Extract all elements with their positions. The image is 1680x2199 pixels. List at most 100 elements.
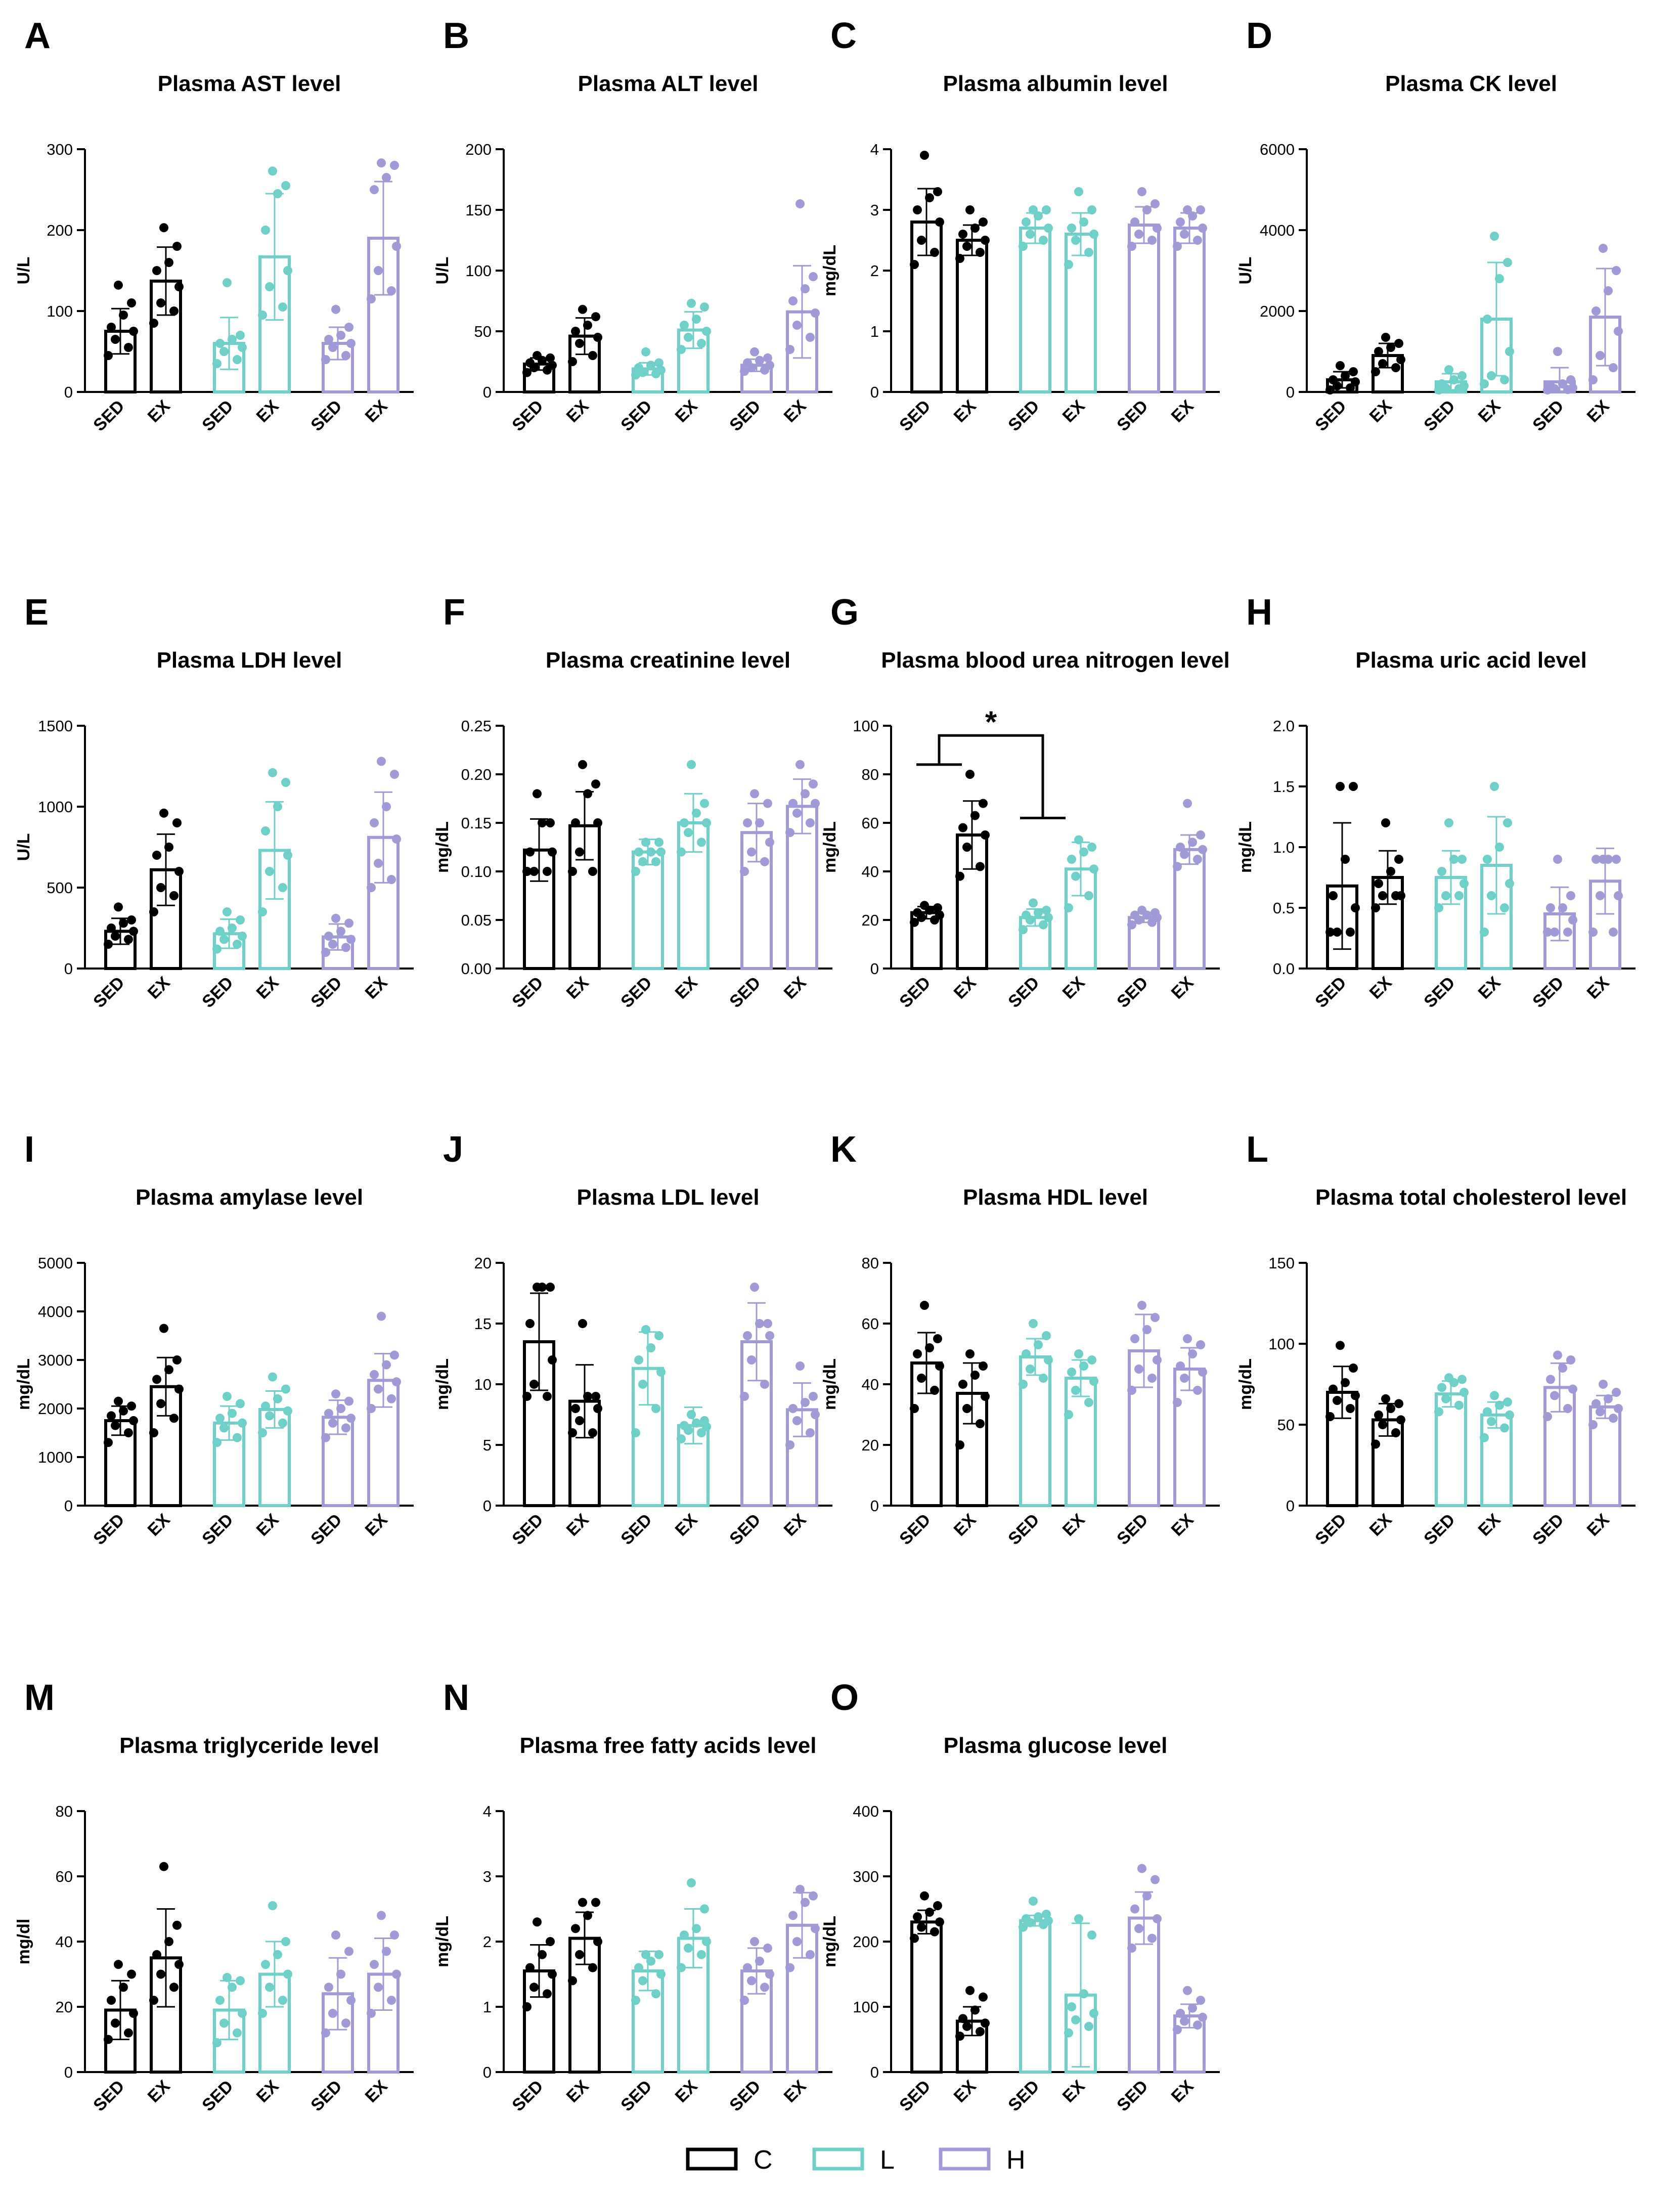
data-point	[591, 1898, 600, 1907]
y-tick-label: 50	[1277, 1416, 1295, 1434]
data-point	[680, 321, 689, 330]
data-point	[324, 1409, 333, 1418]
x-tick-label: SED	[307, 397, 345, 435]
data-point	[976, 1419, 985, 1428]
data-point	[920, 901, 929, 910]
data-point	[129, 2008, 138, 2018]
data-point	[219, 2018, 229, 2028]
data-point	[1437, 1383, 1446, 1392]
data-point	[806, 1950, 815, 1959]
data-point	[1490, 1391, 1499, 1400]
x-tick-label: EX	[1583, 973, 1613, 1003]
panel-L: L Plasma total cholesterol level 0 50 100 150…	[1236, 1129, 1635, 1549]
data-point	[755, 1319, 764, 1328]
y-axis-label: U/L	[14, 833, 33, 861]
data-point	[219, 347, 229, 356]
data-point	[1084, 2021, 1093, 2031]
data-point	[1127, 242, 1136, 251]
data-point	[114, 902, 123, 912]
data-point	[127, 915, 136, 925]
y-axis-label: U/L	[1236, 257, 1255, 285]
data-point	[641, 1325, 650, 1334]
data-point	[1487, 891, 1496, 900]
data-point	[631, 867, 640, 876]
data-point	[324, 932, 333, 941]
data-point	[1198, 845, 1207, 854]
data-point	[111, 2018, 120, 2028]
data-point	[801, 1898, 810, 1907]
data-point	[172, 1355, 182, 1365]
data-point	[174, 282, 184, 291]
data-point	[1480, 379, 1489, 388]
data-point	[1558, 1364, 1567, 1373]
panel-B: B Plasma ALT level 0 50 100 150 200 U/L SED EX SED…	[433, 16, 832, 435]
data-point	[1599, 855, 1608, 864]
data-point	[1022, 1349, 1031, 1358]
data-point	[981, 1392, 990, 1401]
data-point	[646, 361, 655, 370]
data-point	[677, 1434, 686, 1443]
data-point	[258, 1428, 267, 1437]
data-point	[917, 236, 926, 245]
data-point	[792, 1937, 802, 1946]
data-point	[324, 1983, 333, 1992]
data-point	[538, 1950, 547, 1959]
data-point	[591, 1392, 600, 1401]
data-point	[324, 335, 333, 344]
data-point	[1546, 1375, 1555, 1384]
data-point	[1349, 1364, 1358, 1373]
data-point	[1441, 1394, 1450, 1403]
data-point	[1449, 375, 1458, 384]
data-point	[1553, 347, 1562, 356]
data-point	[1064, 2028, 1073, 2038]
data-point	[1495, 274, 1504, 283]
x-tick-label: SED	[726, 1510, 764, 1549]
data-point	[1543, 928, 1552, 937]
y-tick-label: 200	[853, 1933, 879, 1951]
data-point	[1480, 1433, 1489, 1442]
data-point	[1500, 1423, 1509, 1433]
data-point	[278, 883, 287, 892]
data-point	[634, 1963, 643, 1972]
data-point	[104, 351, 113, 360]
data-point	[119, 918, 128, 928]
data-point	[1374, 1410, 1383, 1420]
x-tick-label: EX	[1366, 397, 1396, 426]
y-axis-label: mg/dL	[1236, 821, 1255, 873]
data-point	[1044, 1355, 1053, 1365]
data-point	[1134, 1924, 1143, 1933]
data-point	[159, 1324, 168, 1333]
data-point	[970, 811, 980, 820]
data-point	[1153, 224, 1162, 233]
data-point	[169, 1983, 179, 1992]
data-point	[568, 1428, 577, 1437]
data-point	[646, 1956, 655, 1966]
data-point	[1198, 1368, 1207, 1377]
x-tick-label: EX	[144, 2077, 174, 2106]
data-point	[743, 818, 752, 827]
y-tick-label: 2.0	[1273, 717, 1295, 735]
data-point	[1596, 1407, 1605, 1417]
panel-letter: J	[443, 1129, 463, 1170]
data-point	[747, 1976, 756, 1986]
data-point	[1457, 1375, 1467, 1384]
panel-title: Plasma CK level	[1385, 71, 1557, 96]
data-point	[801, 284, 810, 293]
y-axis-label: U/L	[433, 257, 452, 285]
data-point	[124, 2028, 133, 2038]
data-point	[970, 224, 980, 233]
data-point	[1130, 1904, 1139, 1914]
data-point	[546, 818, 555, 827]
data-point	[1612, 1388, 1621, 1397]
x-tick-label: EX	[672, 2077, 701, 2106]
data-point	[156, 1399, 165, 1409]
data-point	[687, 1878, 696, 1887]
data-point	[965, 1349, 975, 1358]
data-point	[910, 260, 919, 269]
data-point	[1329, 1384, 1338, 1394]
x-tick-label: EX	[253, 397, 283, 426]
data-point	[981, 2018, 990, 2028]
y-tick-label: 3	[483, 1868, 492, 1885]
data-point	[588, 351, 597, 360]
x-tick-label: SED	[1004, 397, 1043, 435]
